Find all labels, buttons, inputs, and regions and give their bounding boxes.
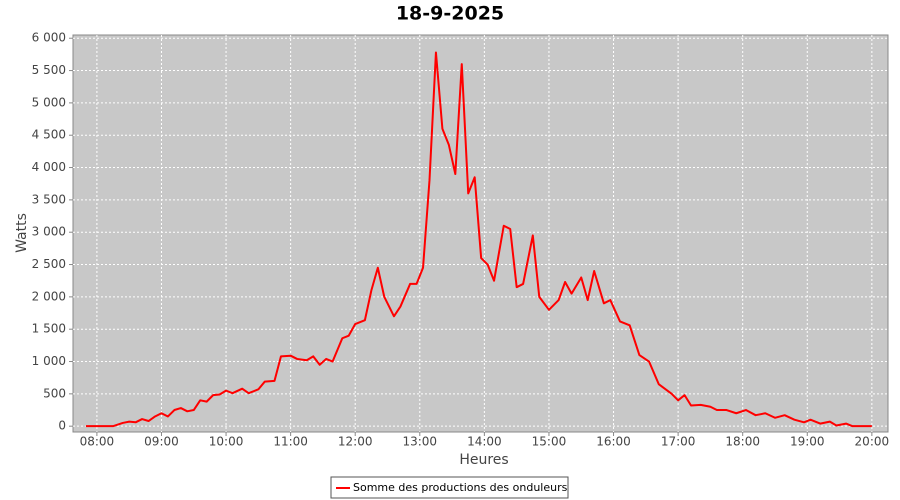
x-tick-label: 12:00: [338, 435, 373, 449]
legend: [330, 476, 569, 499]
plot-area: [72, 34, 889, 433]
y-tick-label: 500: [43, 386, 66, 400]
x-tick-label: 10:00: [209, 435, 244, 449]
y-tick-label: 6 000: [32, 31, 66, 45]
y-tick-label: 4 500: [32, 128, 66, 142]
y-tick-label: 1 000: [32, 354, 66, 368]
x-tick-label: 17:00: [661, 435, 696, 449]
y-tick-label: 1 500: [32, 322, 66, 336]
y-tick-label: 5 000: [32, 95, 66, 109]
x-axis-label: Heures: [459, 452, 508, 468]
y-tick-label: 0: [58, 419, 66, 433]
x-tick-label: 08:00: [80, 435, 115, 449]
y-tick-label: 4 000: [32, 160, 66, 174]
y-tick-label: 2 000: [32, 289, 66, 303]
x-tick-label: 15:00: [532, 435, 567, 449]
x-tick-label: 11:00: [273, 435, 308, 449]
x-tick-label: 13:00: [402, 435, 437, 449]
x-tick-label: 18:00: [725, 435, 760, 449]
legend-label: Somme des productions des onduleurs: [353, 481, 568, 494]
x-tick-label: 14:00: [467, 435, 502, 449]
x-tick-label: 16:00: [596, 435, 631, 449]
x-tick-label: 09:00: [144, 435, 179, 449]
chart-title: 18-9-2025: [396, 3, 504, 25]
y-tick-label: 2 500: [32, 257, 66, 271]
x-tick-label: 20:00: [855, 435, 890, 449]
y-tick-label: 5 500: [32, 63, 66, 77]
data-line: [85, 51, 872, 428]
x-tick-label: 19:00: [790, 435, 825, 449]
y-tick-label: 3 000: [32, 225, 66, 239]
y-axis-label: Watts: [14, 213, 30, 253]
y-tick-label: 3 500: [32, 192, 66, 206]
